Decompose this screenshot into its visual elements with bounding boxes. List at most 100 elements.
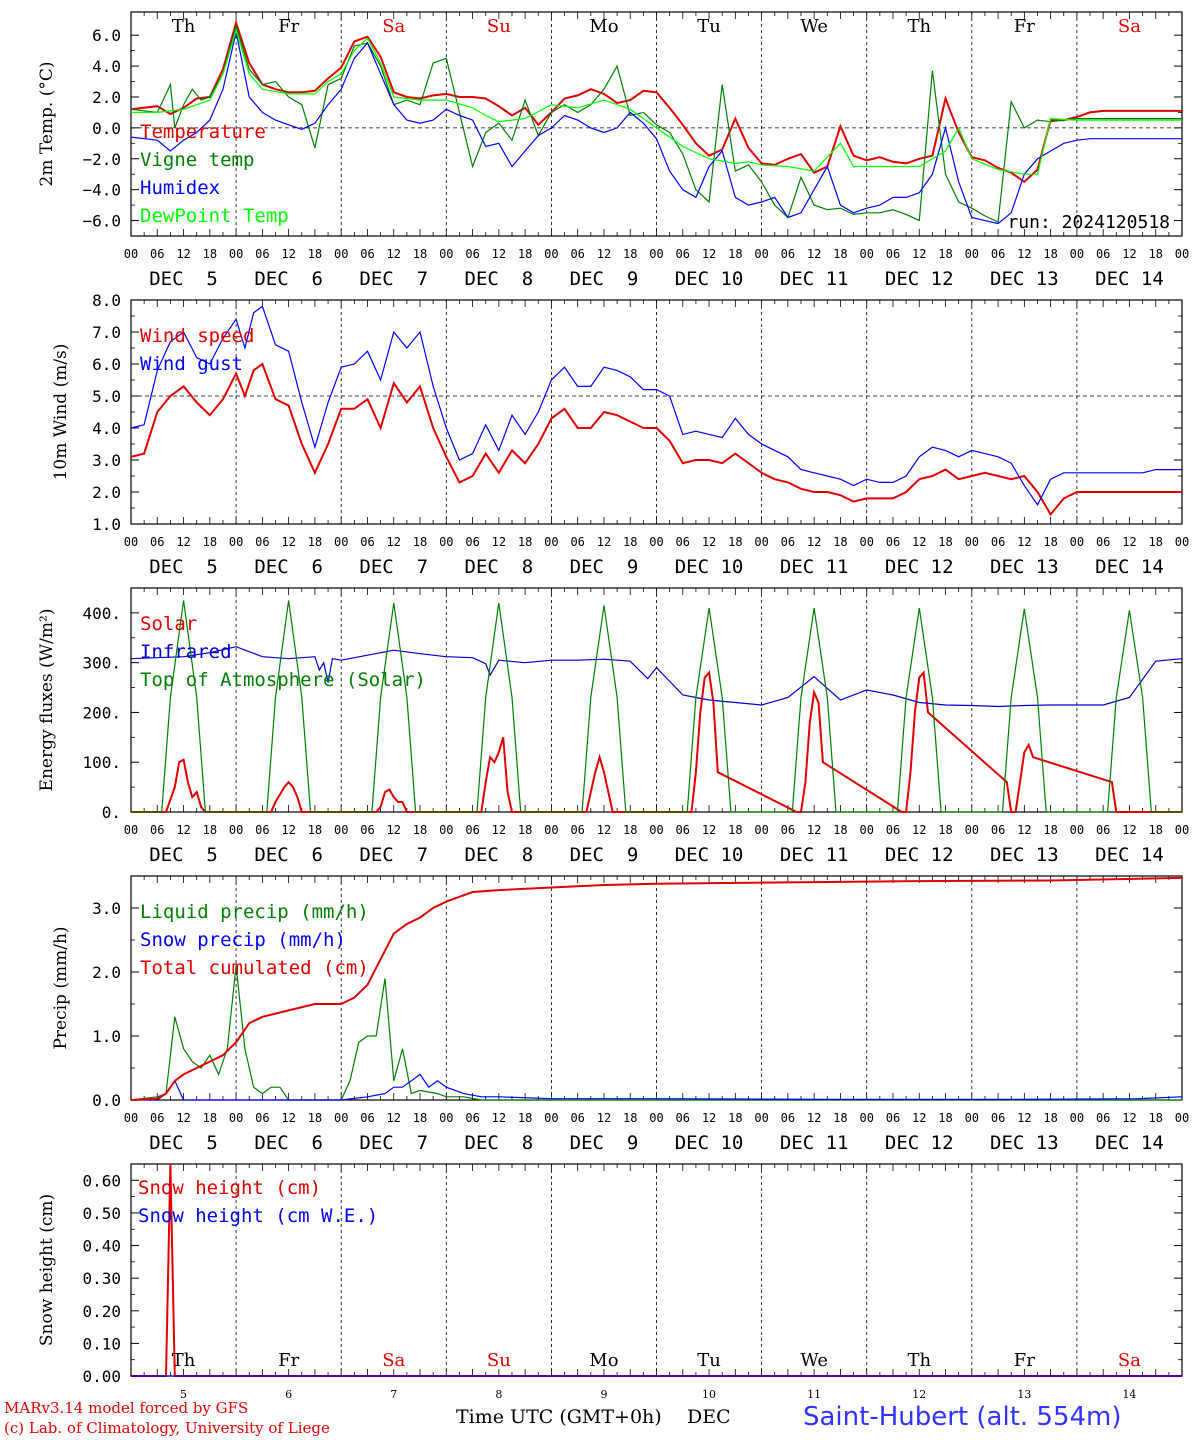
hour-tick-label: 06	[570, 535, 584, 549]
date-label: DEC 7	[359, 844, 428, 866]
hour-tick-label: 12	[597, 247, 611, 261]
y-axis-label: Energy fluxes (W/m²)	[37, 609, 57, 792]
x-axis-unit: DEC	[687, 1406, 731, 1428]
hour-tick-label: 00	[124, 535, 138, 549]
hour-tick-label: 00	[1175, 1111, 1189, 1125]
hour-tick-label: 18	[518, 535, 532, 549]
y-tick-label: 0.30	[82, 1269, 121, 1288]
legend-entry: Liquid precip (mm/h)	[140, 901, 369, 923]
hour-tick-label: 18	[413, 823, 427, 837]
hour-tick-label: 06	[255, 1111, 269, 1125]
hour-tick-label: 18	[518, 247, 532, 261]
date-label: DEC 14	[1095, 556, 1164, 578]
hour-tick-label: 18	[308, 247, 322, 261]
series-line	[130, 23, 1182, 224]
hour-tick-label: 18	[938, 247, 952, 261]
hour-tick-label: 12	[176, 247, 190, 261]
y-axis-label: Snow height (cm)	[37, 1194, 57, 1346]
hour-tick-label: 12	[597, 1111, 611, 1125]
date-label: DEC 13	[990, 556, 1059, 578]
hour-tick-label: 18	[308, 1111, 322, 1125]
legend-entry: Wind gust	[140, 353, 243, 375]
day-of-week-label: We	[800, 1350, 828, 1371]
model-credit: MARv3.14 model forced by GFS	[4, 1399, 249, 1417]
hour-tick-label: 18	[623, 247, 637, 261]
x-axis-title: Time UTC (GMT+0h)	[456, 1406, 662, 1428]
day-of-week-label: Sa	[1118, 1350, 1141, 1371]
hour-tick-label: 12	[1122, 535, 1136, 549]
hour-tick-label: 00	[1175, 823, 1189, 837]
date-label: DEC 5	[149, 844, 218, 866]
hour-tick-label: 12	[807, 1111, 821, 1125]
y-tick-label: 4.0	[92, 419, 121, 438]
hour-tick-label: 06	[1096, 247, 1110, 261]
hour-tick-label: 06	[1096, 535, 1110, 549]
hour-tick-label: 12	[702, 823, 716, 837]
date-label: DEC 9	[570, 268, 639, 290]
date-label: DEC 9	[570, 844, 639, 866]
day-of-week-label: Tu	[697, 1350, 721, 1371]
day-of-week-label: Th	[172, 1350, 196, 1371]
hour-tick-label: 12	[281, 1111, 295, 1125]
y-tick-label: 400.	[82, 604, 121, 623]
day-of-week-label: Th	[907, 1350, 931, 1371]
hour-tick-label: 12	[807, 247, 821, 261]
y-tick-label: 0.0	[92, 119, 121, 138]
day-of-week-label: Mo	[589, 16, 618, 37]
hour-tick-label: 12	[492, 535, 506, 549]
hour-tick-label: 18	[833, 823, 847, 837]
series-line	[131, 600, 1182, 813]
hour-tick-label: 00	[229, 247, 243, 261]
y-tick-label: 2.0	[92, 483, 121, 502]
y-tick-label: 200.	[82, 703, 121, 722]
station-name: Saint-Hubert (alt. 554m)	[803, 1402, 1122, 1432]
hour-tick-label: 18	[1148, 823, 1162, 837]
hour-tick-label: 12	[807, 535, 821, 549]
y-tick-label: 300.	[82, 654, 121, 673]
bottom-day-number: 6	[285, 1388, 292, 1401]
hour-tick-label: 06	[360, 247, 374, 261]
hour-tick-label: 00	[1070, 247, 1084, 261]
hour-tick-label: 18	[728, 535, 742, 549]
hour-tick-label: 00	[649, 1111, 663, 1125]
bottom-day-number: 9	[600, 1388, 607, 1401]
hour-tick-label: 06	[781, 535, 795, 549]
y-tick-label: 2.0	[92, 963, 121, 982]
day-of-week-label: Mo	[589, 1350, 618, 1371]
day-of-week-label: Sa	[382, 16, 405, 37]
hour-tick-label: 12	[1017, 535, 1031, 549]
hour-tick-label: 12	[176, 1111, 190, 1125]
hour-tick-label: 00	[544, 535, 558, 549]
hour-tick-label: 06	[255, 247, 269, 261]
date-label: DEC 9	[570, 1132, 639, 1154]
hour-tick-label: 18	[623, 823, 637, 837]
y-tick-label: 2.0	[92, 88, 121, 107]
y-tick-label: 0.60	[82, 1171, 121, 1190]
date-label: DEC 10	[675, 268, 744, 290]
legend-entry: Snow height (cm W.E.)	[138, 1205, 378, 1227]
hour-tick-label: 12	[597, 823, 611, 837]
hour-tick-label: 06	[150, 823, 164, 837]
legend-entry: Humidex	[140, 177, 220, 199]
date-label: DEC 13	[990, 1132, 1059, 1154]
hour-tick-label: 06	[1096, 823, 1110, 837]
day-of-week-label: Tu	[697, 16, 721, 37]
y-tick-label: 5.0	[92, 387, 121, 406]
hour-tick-label: 06	[360, 1111, 374, 1125]
hour-tick-label: 00	[859, 535, 873, 549]
y-axis-label: Precip (mm/h)	[51, 926, 71, 1049]
date-label: DEC 13	[990, 268, 1059, 290]
hour-tick-label: 12	[492, 247, 506, 261]
hour-tick-label: 12	[912, 535, 926, 549]
date-label: DEC 5	[149, 268, 218, 290]
hour-tick-label: 06	[991, 247, 1005, 261]
hour-tick-label: 12	[912, 247, 926, 261]
series-line	[131, 670, 1182, 813]
hour-tick-label: 18	[1043, 823, 1057, 837]
legend-entry: Infrared	[140, 641, 232, 663]
hour-tick-label: 00	[124, 1111, 138, 1125]
hour-tick-label: 12	[281, 823, 295, 837]
hour-tick-label: 00	[334, 1111, 348, 1125]
bottom-day-number: 8	[495, 1388, 502, 1401]
series-line	[130, 305, 1182, 506]
